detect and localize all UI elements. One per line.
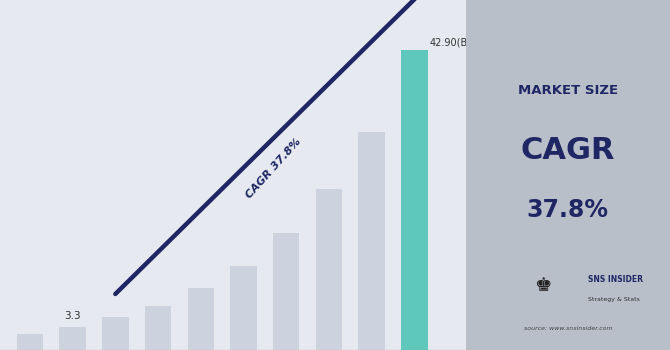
Bar <box>188 288 214 350</box>
Text: source: www.snsinsider.com: source: www.snsinsider.com <box>523 327 612 331</box>
Text: 3.3: 3.3 <box>64 310 81 321</box>
Text: 42.90(BN): 42.90(BN) <box>429 37 478 48</box>
Bar <box>273 233 299 350</box>
Bar <box>102 317 129 350</box>
Bar <box>358 132 385 350</box>
Text: CAGR 37.8%: CAGR 37.8% <box>244 136 303 200</box>
Bar <box>401 50 427 350</box>
Bar <box>17 334 43 350</box>
Text: CAGR: CAGR <box>521 136 615 165</box>
Text: SNS INSIDER: SNS INSIDER <box>588 275 643 285</box>
Text: ♚: ♚ <box>535 276 552 295</box>
Bar <box>230 266 257 350</box>
Text: Strategy & Stats: Strategy & Stats <box>588 297 640 302</box>
Bar <box>316 189 342 350</box>
Bar <box>145 306 172 350</box>
Text: 37.8%: 37.8% <box>527 198 609 222</box>
Bar <box>60 327 86 350</box>
Text: MARKET SIZE: MARKET SIZE <box>518 84 618 98</box>
